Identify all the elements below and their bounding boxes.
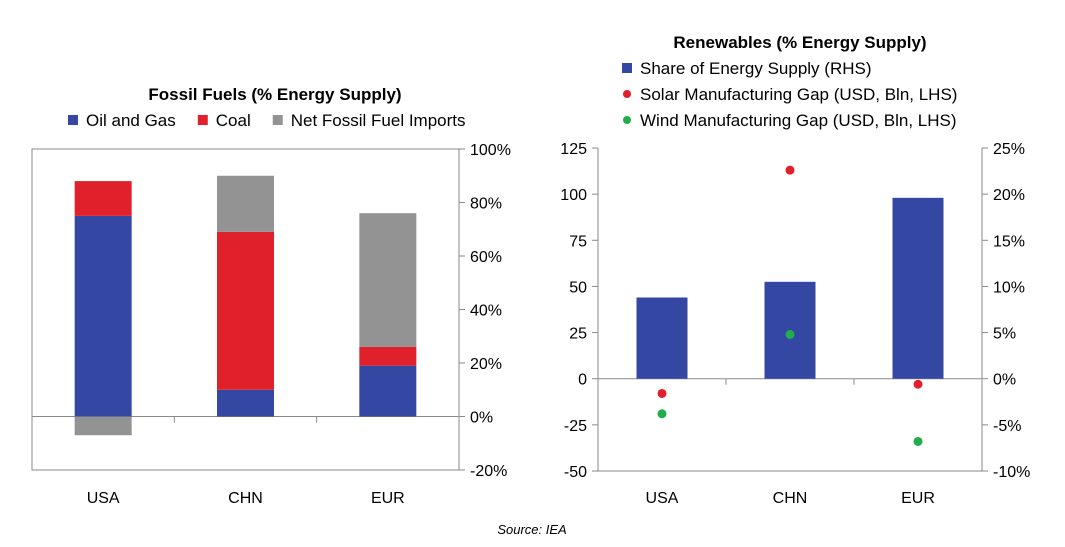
bar-usa-coal (74, 181, 132, 216)
right-y-tick-label: 0% (993, 372, 1016, 389)
y-tick-label: 20% (470, 356, 502, 373)
legend-label-0: Share of Energy Supply (RHS) (640, 59, 872, 78)
legend-label-2: Net Fossil Fuel Imports (291, 111, 466, 130)
x-tick-label: EUR (371, 490, 405, 507)
bar-chn-coal (217, 231, 274, 390)
fossil-chart-title: Fossil Fuels (% Energy Supply) (148, 85, 401, 104)
x-tick-label: EUR (901, 490, 935, 507)
x-tick-label: CHN (228, 490, 263, 507)
right-y-tick-label: 15% (993, 233, 1025, 250)
y-tick-label: 60% (470, 249, 502, 266)
right-y-tick-label: -5% (993, 418, 1021, 435)
point-usa-solar-gap (657, 388, 667, 398)
legend-label-0: Oil and Gas (86, 111, 176, 130)
bar-eur-share-of-energy-supply (892, 197, 944, 379)
bar-chn-oil-and-gas (217, 389, 274, 417)
legend-swatch-0 (68, 115, 78, 125)
x-tick-label: USA (646, 490, 679, 507)
legend-label-1: Coal (216, 111, 251, 130)
left-y-tick-label: 75 (569, 233, 587, 250)
renewables-chart-title: Renewables (% Energy Supply) (673, 33, 926, 52)
legend-swatch-0 (622, 63, 632, 73)
legend-marker-1 (623, 90, 631, 98)
left-y-tick-label: 125 (560, 141, 587, 158)
right-y-tick-label: 25% (993, 141, 1025, 158)
source-note: Source: IEA (497, 522, 566, 537)
bar-eur-coal (359, 346, 417, 366)
bar-usa-net-fossil-fuel-imports (74, 416, 132, 436)
y-tick-label: 40% (470, 303, 502, 320)
bar-eur-oil-and-gas (359, 365, 417, 417)
fossil-fuels-chart: Fossil Fuels (% Energy Supply) Oil and Ga… (31, 85, 511, 507)
left-y-tick-label: 25 (569, 326, 587, 343)
left-y-tick-label: -50 (564, 464, 587, 481)
right-y-tick-label: -10% (993, 464, 1030, 481)
legend-swatch-2 (272, 115, 283, 125)
x-tick-label: USA (87, 490, 120, 507)
left-y-tick-label: 0 (578, 372, 587, 389)
point-eur-solar-gap (913, 379, 923, 389)
right-y-tick-label: 10% (993, 279, 1025, 296)
legend-label-2: Wind Manufacturing Gap (USD, Bln, LHS) (640, 111, 957, 130)
bar-eur-net-fossil-fuel-imports (359, 213, 417, 347)
legend-swatch-1 (197, 115, 208, 125)
point-chn-wind-gap (785, 329, 795, 339)
legend-label-1: Solar Manufacturing Gap (USD, Bln, LHS) (640, 85, 957, 104)
y-tick-label: 100% (470, 142, 511, 159)
point-chn-solar-gap (785, 165, 795, 175)
point-eur-wind-gap (913, 436, 923, 446)
bar-chn-net-fossil-fuel-imports (217, 175, 274, 232)
bar-usa-share-of-energy-supply (636, 297, 688, 379)
left-y-tick-label: 50 (569, 279, 587, 296)
x-tick-label: CHN (773, 490, 808, 507)
bar-usa-oil-and-gas (74, 215, 132, 417)
left-y-tick-label: 100 (560, 187, 587, 204)
left-y-tick-label: -25 (564, 418, 587, 435)
y-tick-label: -20% (470, 463, 507, 480)
renewables-chart: Renewables (% Energy Supply) Share of Ene… (560, 33, 1030, 507)
y-tick-label: 0% (470, 410, 493, 427)
legend-marker-2 (623, 116, 631, 124)
right-y-tick-label: 20% (993, 187, 1025, 204)
y-tick-label: 80% (470, 196, 502, 213)
right-y-tick-label: 5% (993, 326, 1016, 343)
point-usa-wind-gap (657, 409, 667, 419)
